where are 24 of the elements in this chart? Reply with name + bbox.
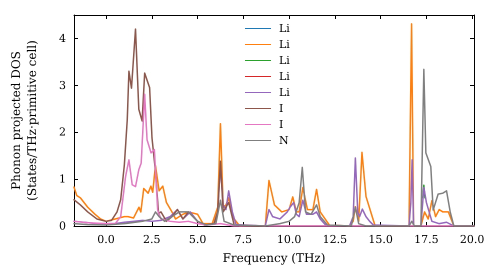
- y-tick-label: 2: [59, 126, 66, 139]
- x-tick-label: 7.5: [234, 233, 252, 246]
- legend-label: I: [279, 102, 284, 114]
- x-tick-label: 15.0: [368, 233, 393, 246]
- legend-label: Li: [279, 22, 290, 34]
- y-tick-label: 3: [59, 78, 66, 92]
- x-tick-label: 5.0: [188, 233, 206, 246]
- x-tick-label: 10.0: [276, 233, 302, 246]
- x-tick-label: 0.0: [97, 233, 115, 246]
- legend-label: Li: [279, 70, 290, 82]
- legend-label: I: [279, 118, 284, 130]
- legend-label: Li: [279, 38, 290, 50]
- x-tick-label: 17.5: [414, 233, 439, 246]
- x-axis-title: Frequency (THz): [222, 251, 326, 265]
- y-tick-label: 4: [59, 32, 66, 45]
- x-tick-label: 12.5: [322, 233, 348, 246]
- y-axis-title: Phonon projected DOS (States/THz·primitive cell): [9, 40, 39, 201]
- legend-label: N: [279, 134, 289, 146]
- legend-label: Li: [279, 86, 290, 98]
- x-tick-label: 2.5: [143, 233, 161, 246]
- y-tick-label: 0: [59, 220, 66, 232]
- legend-label: Li: [279, 54, 290, 66]
- x-tick-label: 20.0: [460, 233, 484, 246]
- y-tick-label: 1: [59, 172, 66, 186]
